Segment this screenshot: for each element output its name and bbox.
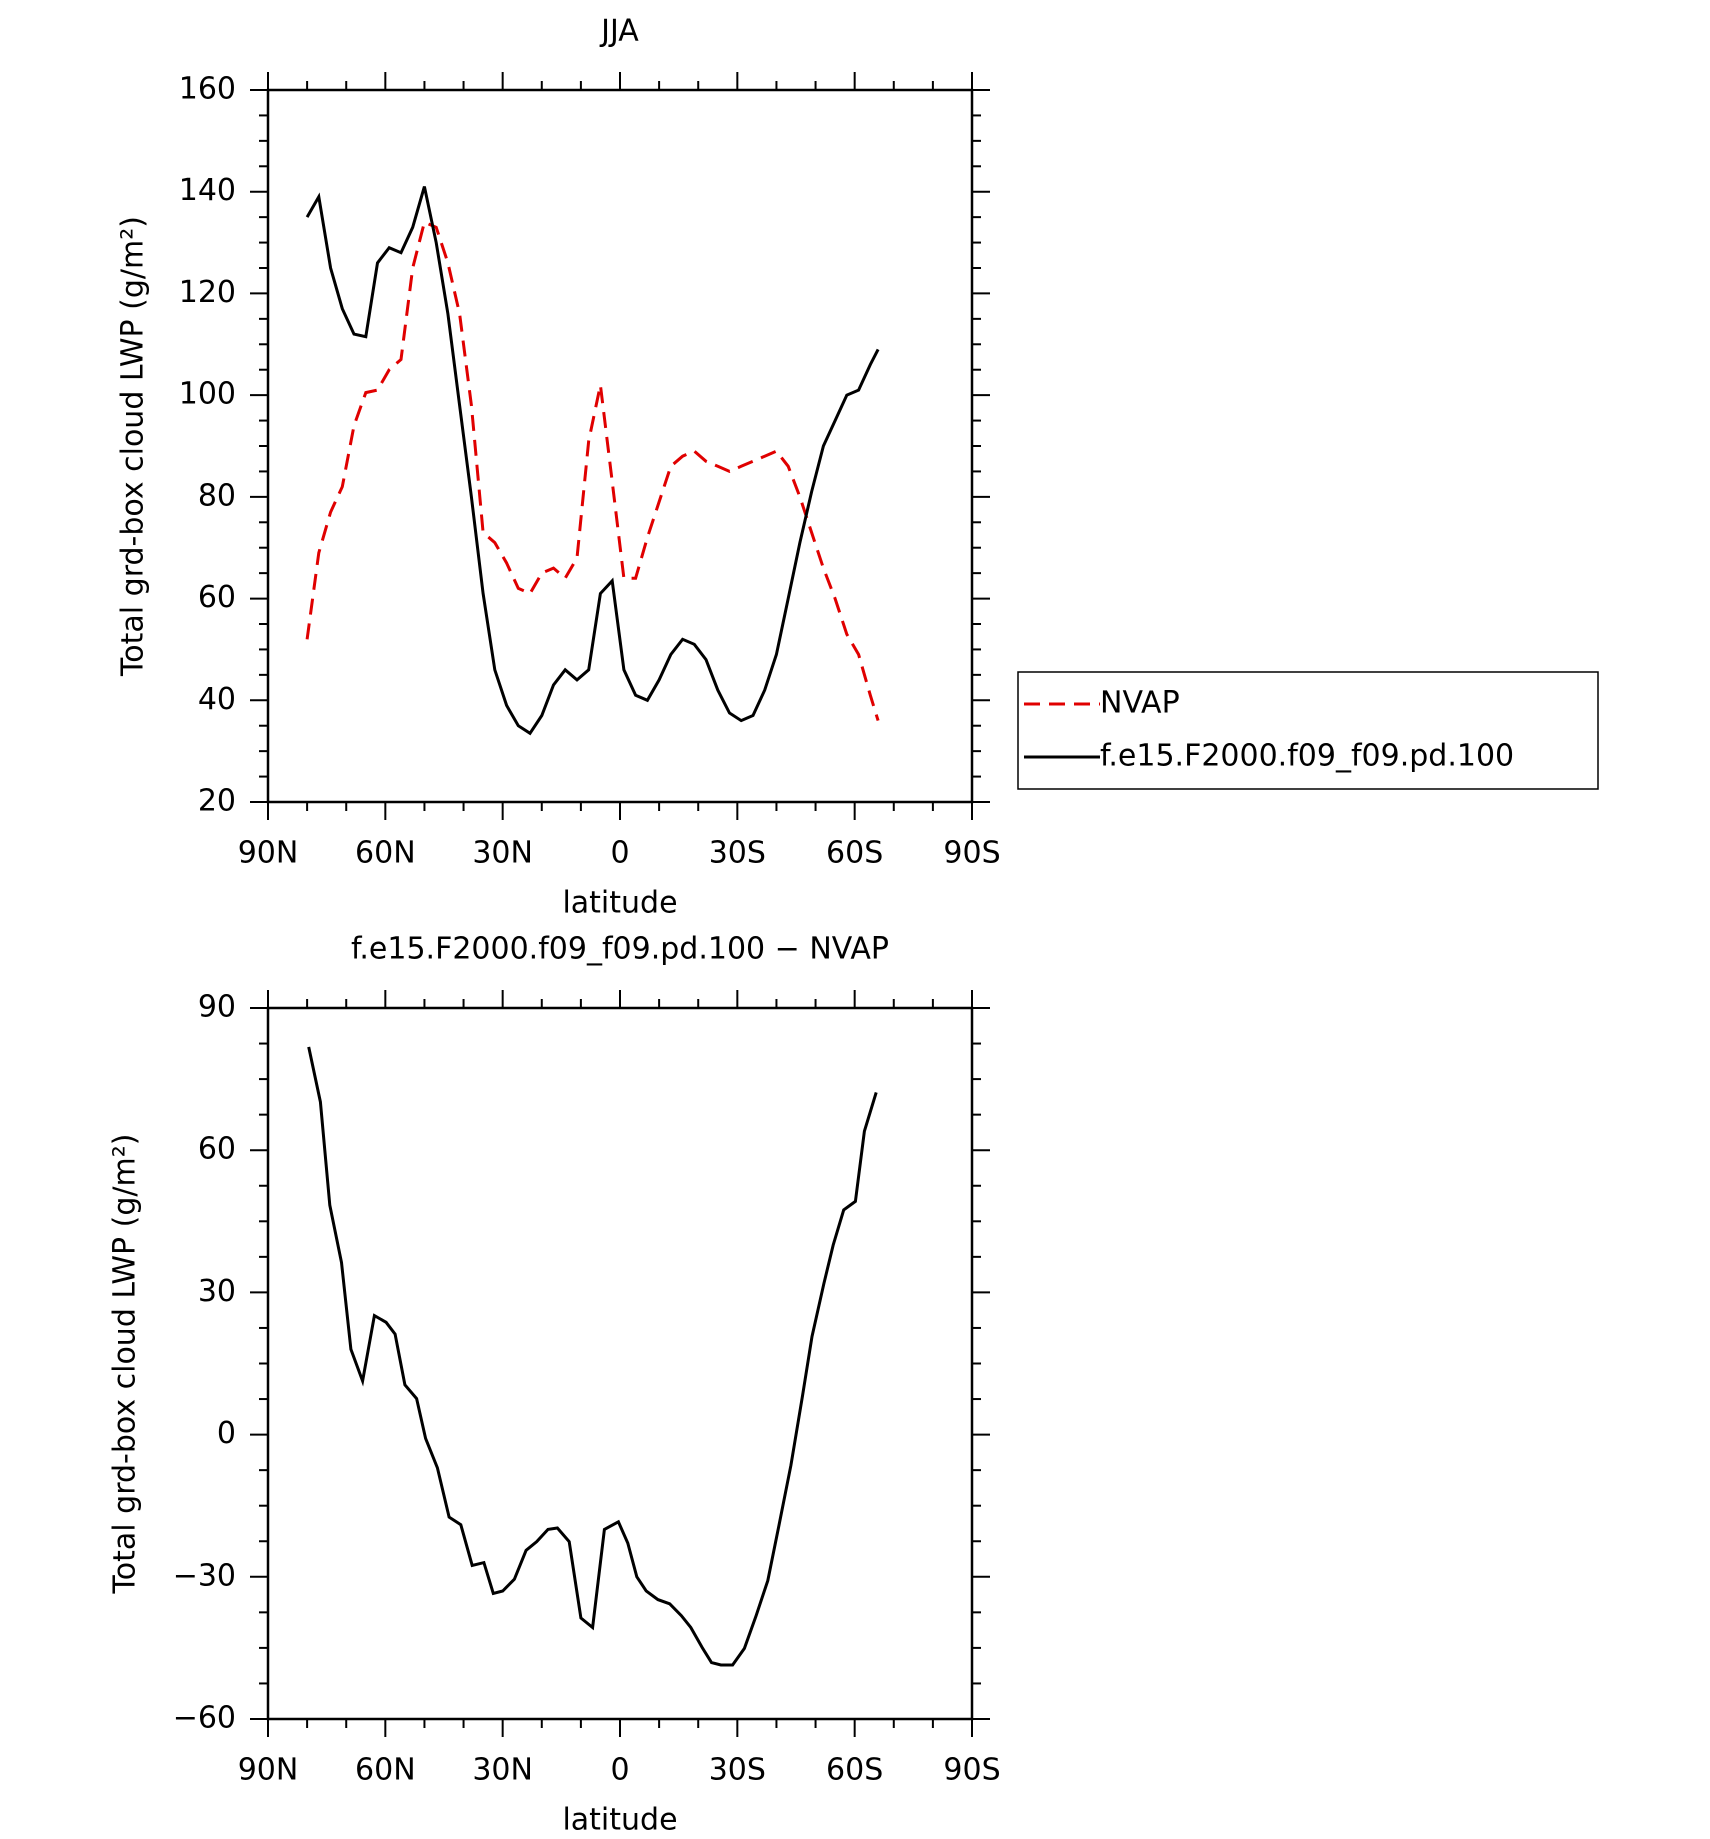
y-tick-label: 80	[198, 478, 236, 513]
x-tick-label: 30S	[709, 1753, 766, 1788]
y-tick-label: −30	[173, 1558, 236, 1593]
y-tick-label: 140	[179, 173, 236, 208]
x-tick-label: 60S	[826, 836, 883, 871]
y-tick-label: 20	[198, 784, 236, 819]
legend-label: NVAP	[1100, 686, 1180, 721]
y-axis-label: Total grd-box cloud LWP (g/m²)	[116, 216, 151, 677]
x-tick-label: 60S	[826, 1753, 883, 1788]
x-tick-label: 90S	[943, 1753, 1000, 1788]
y-tick-label: 90	[198, 990, 236, 1025]
x-tick-label: 90S	[943, 836, 1000, 871]
chart-title: f.e15.F2000.f09_f09.pd.100 − NVAP	[351, 932, 889, 967]
data-line	[305, 220, 880, 722]
x-axis-label: latitude	[562, 1803, 677, 1838]
data-line	[307, 1046, 878, 1667]
y-tick-label: 40	[198, 682, 236, 717]
x-tick-label: 30N	[472, 1753, 533, 1788]
y-tick-label: −60	[173, 1701, 236, 1736]
x-tick-label: 90N	[238, 1753, 299, 1788]
y-tick-label: 120	[179, 275, 236, 310]
x-tick-label: 60N	[355, 1753, 416, 1788]
data-line	[305, 186, 880, 736]
x-tick-label: 60N	[355, 836, 416, 871]
y-tick-label: 0	[217, 1416, 236, 1451]
y-tick-label: 60	[198, 580, 236, 615]
plot-frame	[266, 1006, 974, 1721]
y-tick-label: 160	[179, 72, 236, 107]
legend-box	[1017, 671, 1599, 790]
plot-frame	[266, 88, 974, 804]
y-tick-label: 30	[198, 1274, 236, 1309]
y-axis-label: Total grd-box cloud LWP (g/m²)	[108, 1134, 143, 1595]
x-tick-label: 90N	[238, 836, 299, 871]
y-tick-label: 60	[198, 1132, 236, 1167]
chart-title: JJA	[599, 14, 639, 49]
x-tick-label: 30S	[709, 836, 766, 871]
x-tick-label: 30N	[472, 836, 533, 871]
y-tick-label: 100	[179, 377, 236, 412]
legend-label: f.e15.F2000.f09_f09.pd.100	[1100, 739, 1514, 774]
x-tick-label: 0	[610, 836, 629, 871]
x-tick-label: 0	[610, 1753, 629, 1788]
x-axis-label: latitude	[562, 886, 677, 921]
